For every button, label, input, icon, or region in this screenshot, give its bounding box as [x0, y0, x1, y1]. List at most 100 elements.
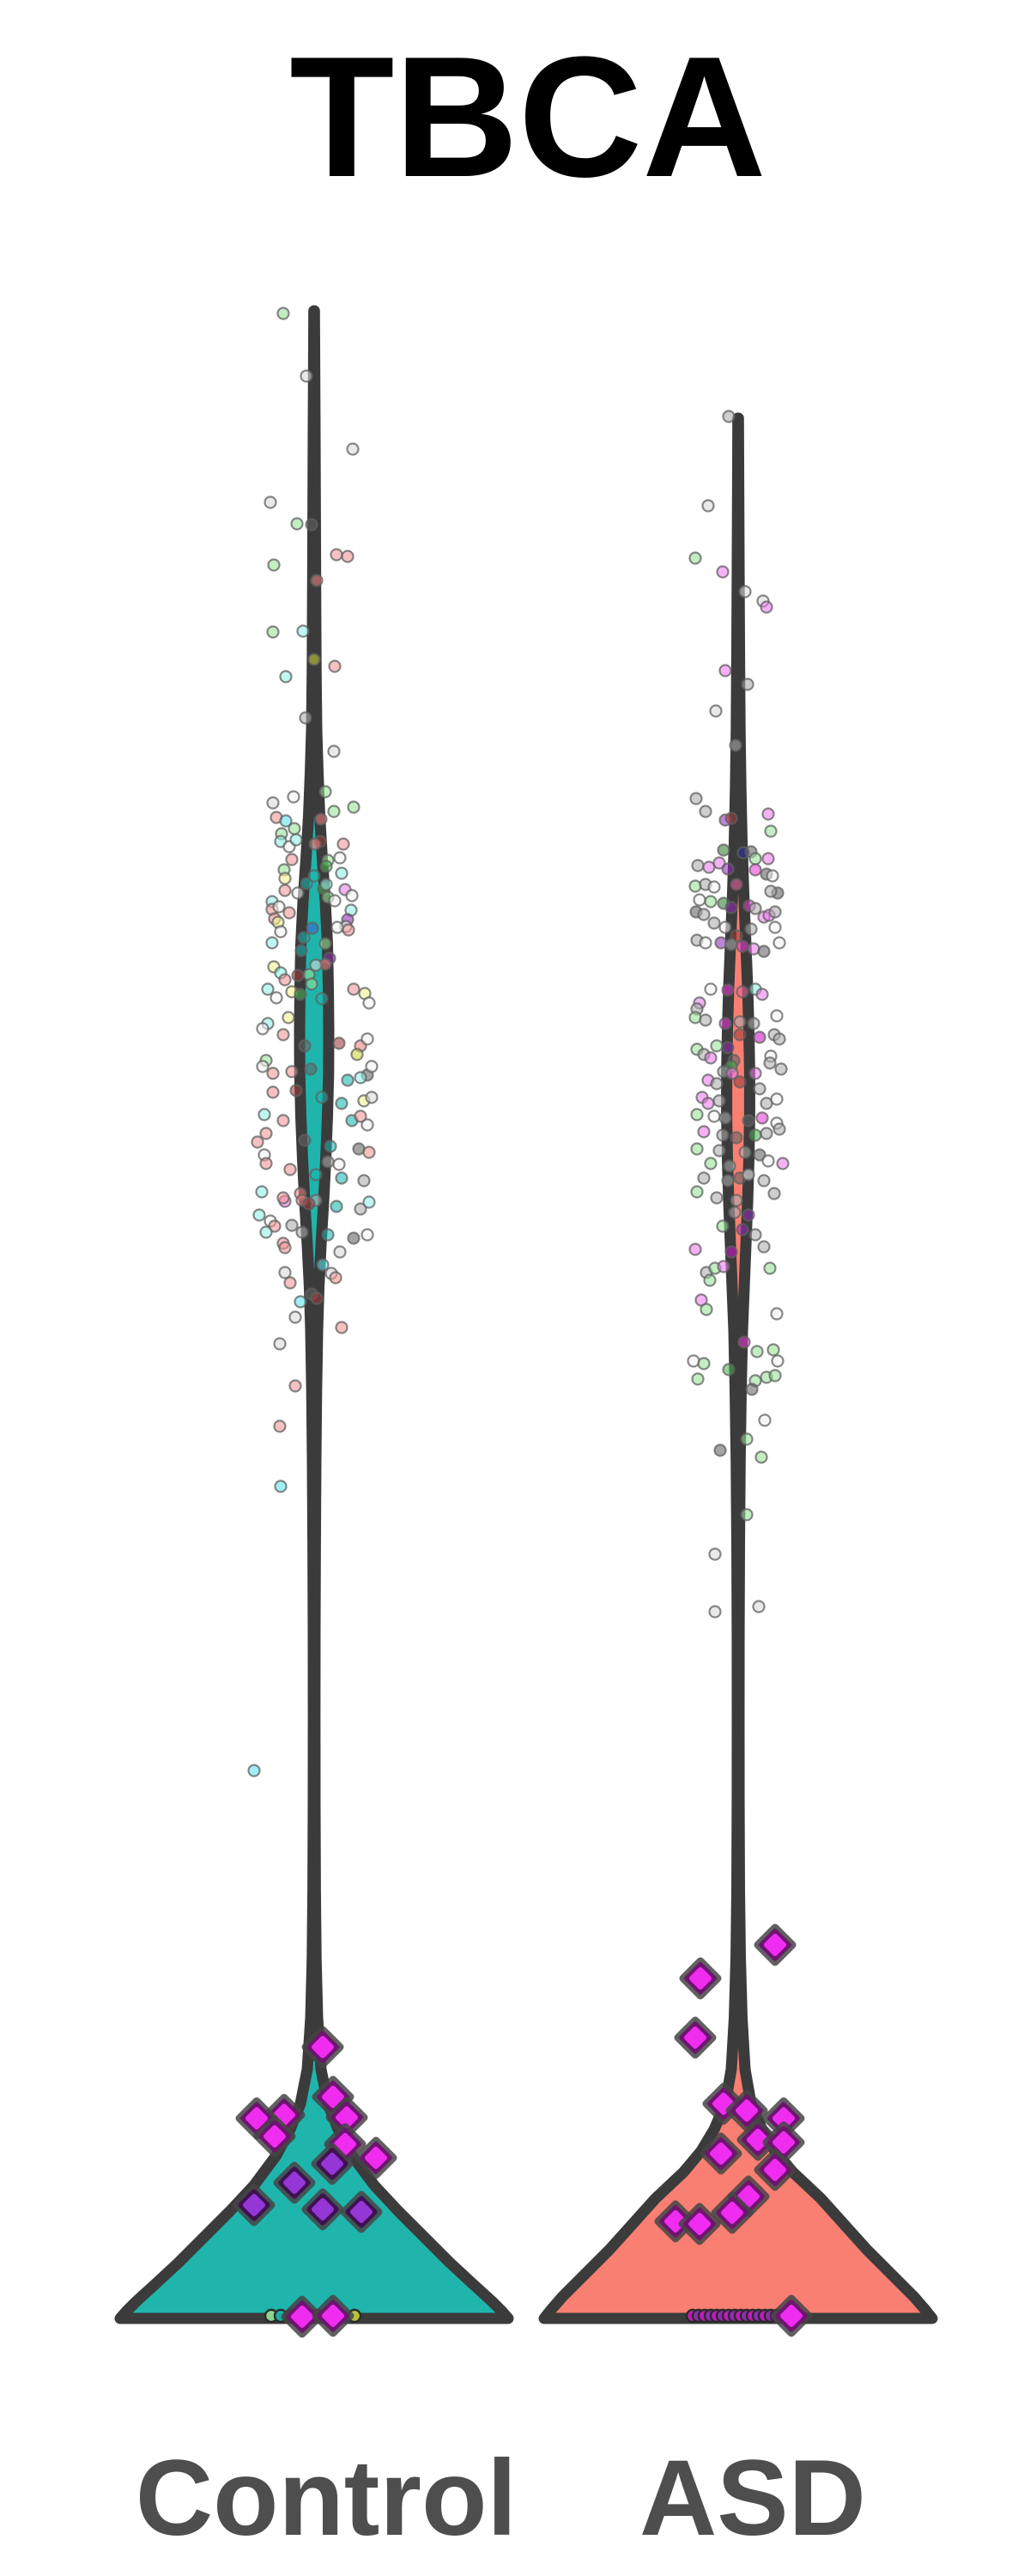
jitter-point — [314, 812, 328, 826]
jitter-point — [725, 1066, 739, 1080]
jitter-point — [687, 1354, 700, 1368]
jitter-point — [354, 1071, 367, 1084]
jitter-point — [688, 1242, 702, 1256]
diamond-marker — [245, 2107, 268, 2129]
jitter-point — [274, 925, 288, 939]
diamond-marker — [243, 2194, 265, 2216]
jitter-point — [708, 1547, 722, 1561]
jitter-point — [307, 869, 321, 883]
jitter-point — [697, 1357, 711, 1370]
jitter-point — [285, 1065, 299, 1078]
jitter-point — [693, 893, 706, 907]
jitter-point — [758, 1413, 772, 1427]
jitter-point — [259, 1157, 273, 1170]
jitter-point — [308, 837, 322, 851]
jitter-point — [730, 878, 743, 891]
jitter-point — [753, 1148, 766, 1162]
jitter-point — [755, 1111, 769, 1125]
jitter-point — [335, 866, 348, 880]
diamond-marker — [772, 2131, 795, 2154]
diamond-marker — [737, 2185, 760, 2208]
jitter-point — [763, 1056, 777, 1070]
jitter-point — [362, 1195, 376, 1209]
jitter-point — [278, 884, 292, 897]
jitter-point — [728, 1206, 742, 1219]
diamond-marker — [322, 2305, 344, 2327]
jitter-point — [768, 920, 782, 934]
jitter-point — [273, 1337, 287, 1351]
jitter-point — [330, 1200, 343, 1213]
jitter-point — [748, 902, 762, 915]
jitter-point — [699, 805, 712, 818]
diamond-marker — [721, 2202, 743, 2224]
jitter-point — [347, 800, 360, 814]
diamond-marker — [350, 2201, 373, 2223]
jitter-point — [691, 1372, 705, 1386]
jitter-point — [718, 1111, 732, 1125]
jitter-point — [256, 1022, 270, 1036]
jitter-point — [296, 624, 310, 638]
jitter-point — [688, 551, 702, 565]
jitter-point — [276, 1028, 290, 1042]
jitter-point — [342, 923, 355, 937]
jitter-point — [764, 884, 778, 898]
jitter-point — [319, 860, 333, 873]
jitter-point — [270, 991, 283, 1005]
jitter-point — [333, 1245, 347, 1259]
jitter-point — [283, 1276, 297, 1290]
jitter-point — [285, 1218, 299, 1232]
jitter-point — [362, 1145, 376, 1159]
jitter-point — [700, 1303, 713, 1316]
jitter-point — [256, 1060, 270, 1073]
jitter-point — [259, 1127, 273, 1140]
jitter-point — [710, 1077, 724, 1091]
jitter-point — [285, 853, 299, 866]
jitter-point — [335, 1097, 348, 1110]
jitter-point — [761, 807, 775, 821]
jitter-point — [729, 738, 742, 752]
jitter-point — [279, 670, 293, 683]
jitter-point — [712, 856, 726, 870]
jitter-point — [704, 982, 718, 996]
jitter-point — [276, 1114, 290, 1127]
jitter-point — [742, 1114, 755, 1127]
jitter-point — [757, 1174, 771, 1188]
jitter-point — [310, 1291, 324, 1305]
jitter-point — [321, 1228, 335, 1242]
jitter-point — [721, 1174, 735, 1188]
jitter-point — [697, 1171, 711, 1185]
jitter-point — [273, 1419, 287, 1433]
jitter-point — [298, 1133, 312, 1147]
jitter-point — [278, 1241, 292, 1255]
jitter-point — [362, 996, 376, 1010]
jitter-point — [704, 895, 718, 908]
jitter-point — [309, 1168, 323, 1182]
jitter-point — [278, 1266, 292, 1279]
jitter-point — [701, 499, 715, 513]
jitter-point — [740, 1508, 754, 1522]
jitter-point — [766, 1343, 780, 1357]
jitter-point — [291, 886, 305, 900]
jitter-point — [741, 677, 754, 691]
jitter-point — [770, 1092, 784, 1106]
violin-shape-control — [114, 305, 514, 2324]
jitter-point — [737, 1335, 751, 1349]
jitter-point — [324, 1139, 337, 1153]
jitter-point — [722, 1363, 736, 1376]
jitter-point — [261, 982, 275, 996]
jitter-point — [738, 1145, 752, 1159]
diamond-marker — [684, 2026, 706, 2049]
jitter-point — [736, 985, 749, 999]
jitter-point — [306, 921, 319, 935]
jitter-point — [724, 901, 738, 914]
jitter-point — [299, 711, 312, 725]
diamond-marker — [710, 2142, 732, 2165]
jitter-point — [768, 1369, 782, 1382]
diamond-marker — [764, 1934, 786, 1956]
jitter-point — [332, 1157, 346, 1171]
jitter-point — [752, 1600, 766, 1613]
jitter-point — [708, 1605, 722, 1619]
jitter-point — [748, 863, 762, 877]
jitter-point — [315, 1091, 329, 1104]
jitter-point — [347, 1231, 360, 1245]
